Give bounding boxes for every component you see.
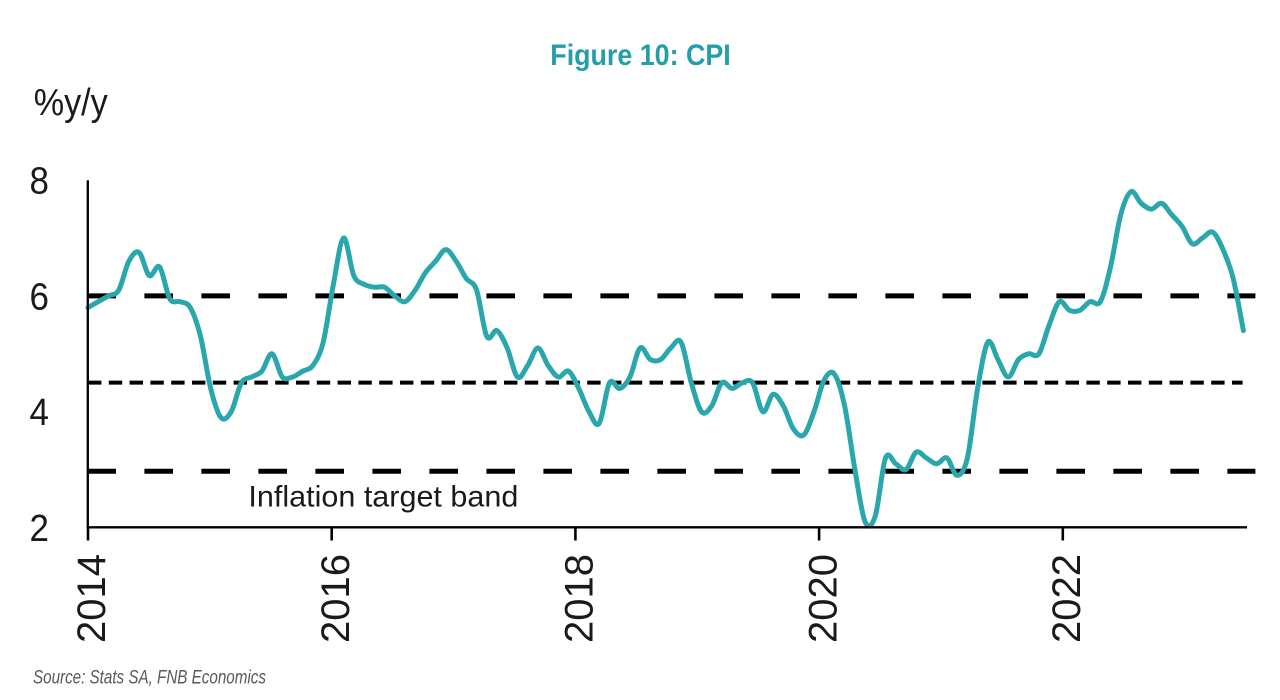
svg-text:2016: 2016 — [314, 554, 358, 643]
svg-text:2014: 2014 — [70, 554, 114, 643]
svg-text:%y/y: %y/y — [34, 80, 108, 123]
svg-text:8: 8 — [30, 159, 49, 202]
svg-text:Inflation target band: Inflation target band — [248, 481, 518, 514]
svg-text:2: 2 — [30, 507, 49, 550]
svg-text:2018: 2018 — [558, 554, 602, 643]
svg-text:6: 6 — [30, 275, 49, 318]
svg-text:Figure 10: CPI: Figure 10: CPI — [550, 39, 730, 73]
svg-text:Source: Stats SA, FNB Economic: Source: Stats SA, FNB Economics — [33, 666, 266, 688]
svg-text:2020: 2020 — [801, 554, 845, 643]
svg-text:4: 4 — [30, 391, 49, 434]
svg-text:2022: 2022 — [1045, 554, 1089, 643]
